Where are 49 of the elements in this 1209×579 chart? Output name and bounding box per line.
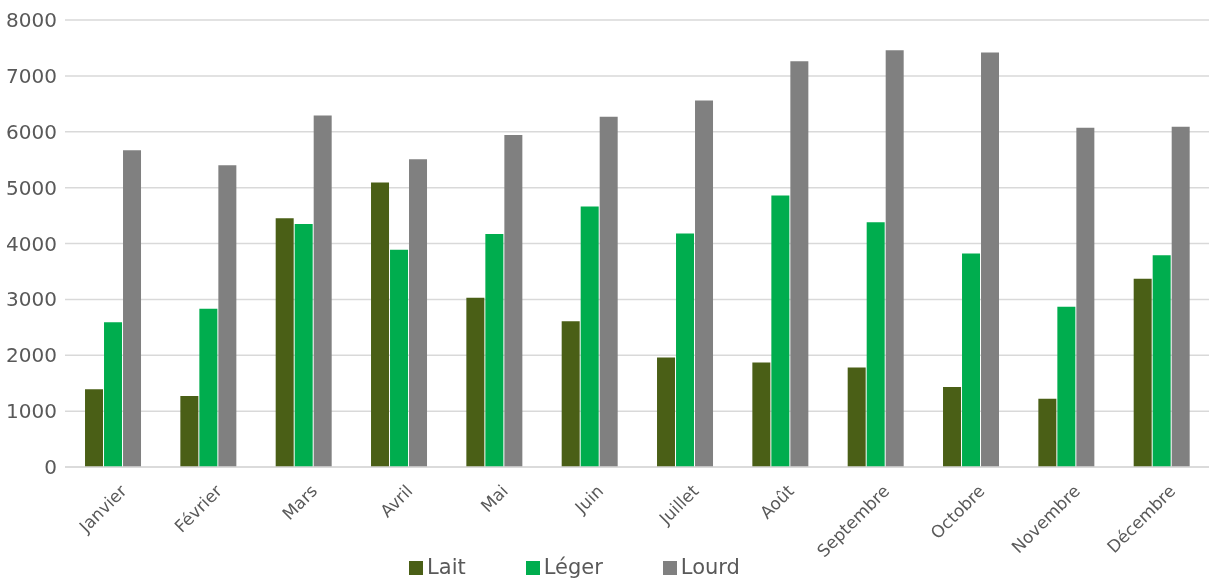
- y-tick-label: 2000: [6, 343, 57, 368]
- bar: [847, 367, 866, 467]
- bar: [676, 233, 695, 467]
- bar: [695, 100, 714, 467]
- bar: [752, 362, 771, 467]
- bar: [123, 150, 142, 467]
- bar: [1076, 127, 1095, 467]
- bar: [1038, 398, 1057, 467]
- bar: [1133, 278, 1152, 467]
- legend-label: Lait: [427, 555, 466, 579]
- y-tick-label: 7000: [6, 63, 57, 88]
- bar: [771, 195, 790, 467]
- bar: [981, 52, 1000, 467]
- bar: [657, 357, 676, 467]
- bar: [390, 249, 409, 467]
- bar: [943, 387, 962, 467]
- bar: [313, 115, 332, 467]
- legend-label: Lourd: [680, 555, 740, 579]
- y-tick-label: 1000: [6, 399, 57, 424]
- bar: [466, 297, 485, 467]
- bar: [275, 218, 294, 467]
- bar: [85, 389, 104, 467]
- bar: [790, 61, 809, 467]
- bar: [294, 223, 313, 467]
- bar: [485, 234, 504, 467]
- bar: [409, 159, 428, 467]
- bar: [962, 253, 981, 467]
- bar: [580, 206, 599, 467]
- y-tick-label: 6000: [6, 119, 57, 144]
- y-tick-label: 5000: [6, 175, 57, 200]
- bar: [1171, 126, 1190, 467]
- x-tick-label: Mai: [476, 480, 512, 516]
- bar: [866, 222, 885, 467]
- y-tick-label: 0: [44, 455, 57, 480]
- bar: [504, 135, 523, 467]
- bar: [199, 308, 218, 467]
- y-tick-label: 4000: [6, 231, 57, 256]
- bar: [1152, 255, 1171, 467]
- bar: [561, 321, 580, 467]
- bar: [180, 396, 199, 467]
- bar: [218, 165, 237, 467]
- bar: [599, 116, 618, 467]
- bar: [885, 50, 904, 467]
- bar: [371, 182, 390, 467]
- bar: [104, 322, 123, 467]
- bar: [1057, 306, 1076, 467]
- legend-label: Léger: [543, 555, 603, 579]
- y-tick-label: 3000: [6, 287, 57, 312]
- y-tick-label: 8000: [6, 8, 57, 33]
